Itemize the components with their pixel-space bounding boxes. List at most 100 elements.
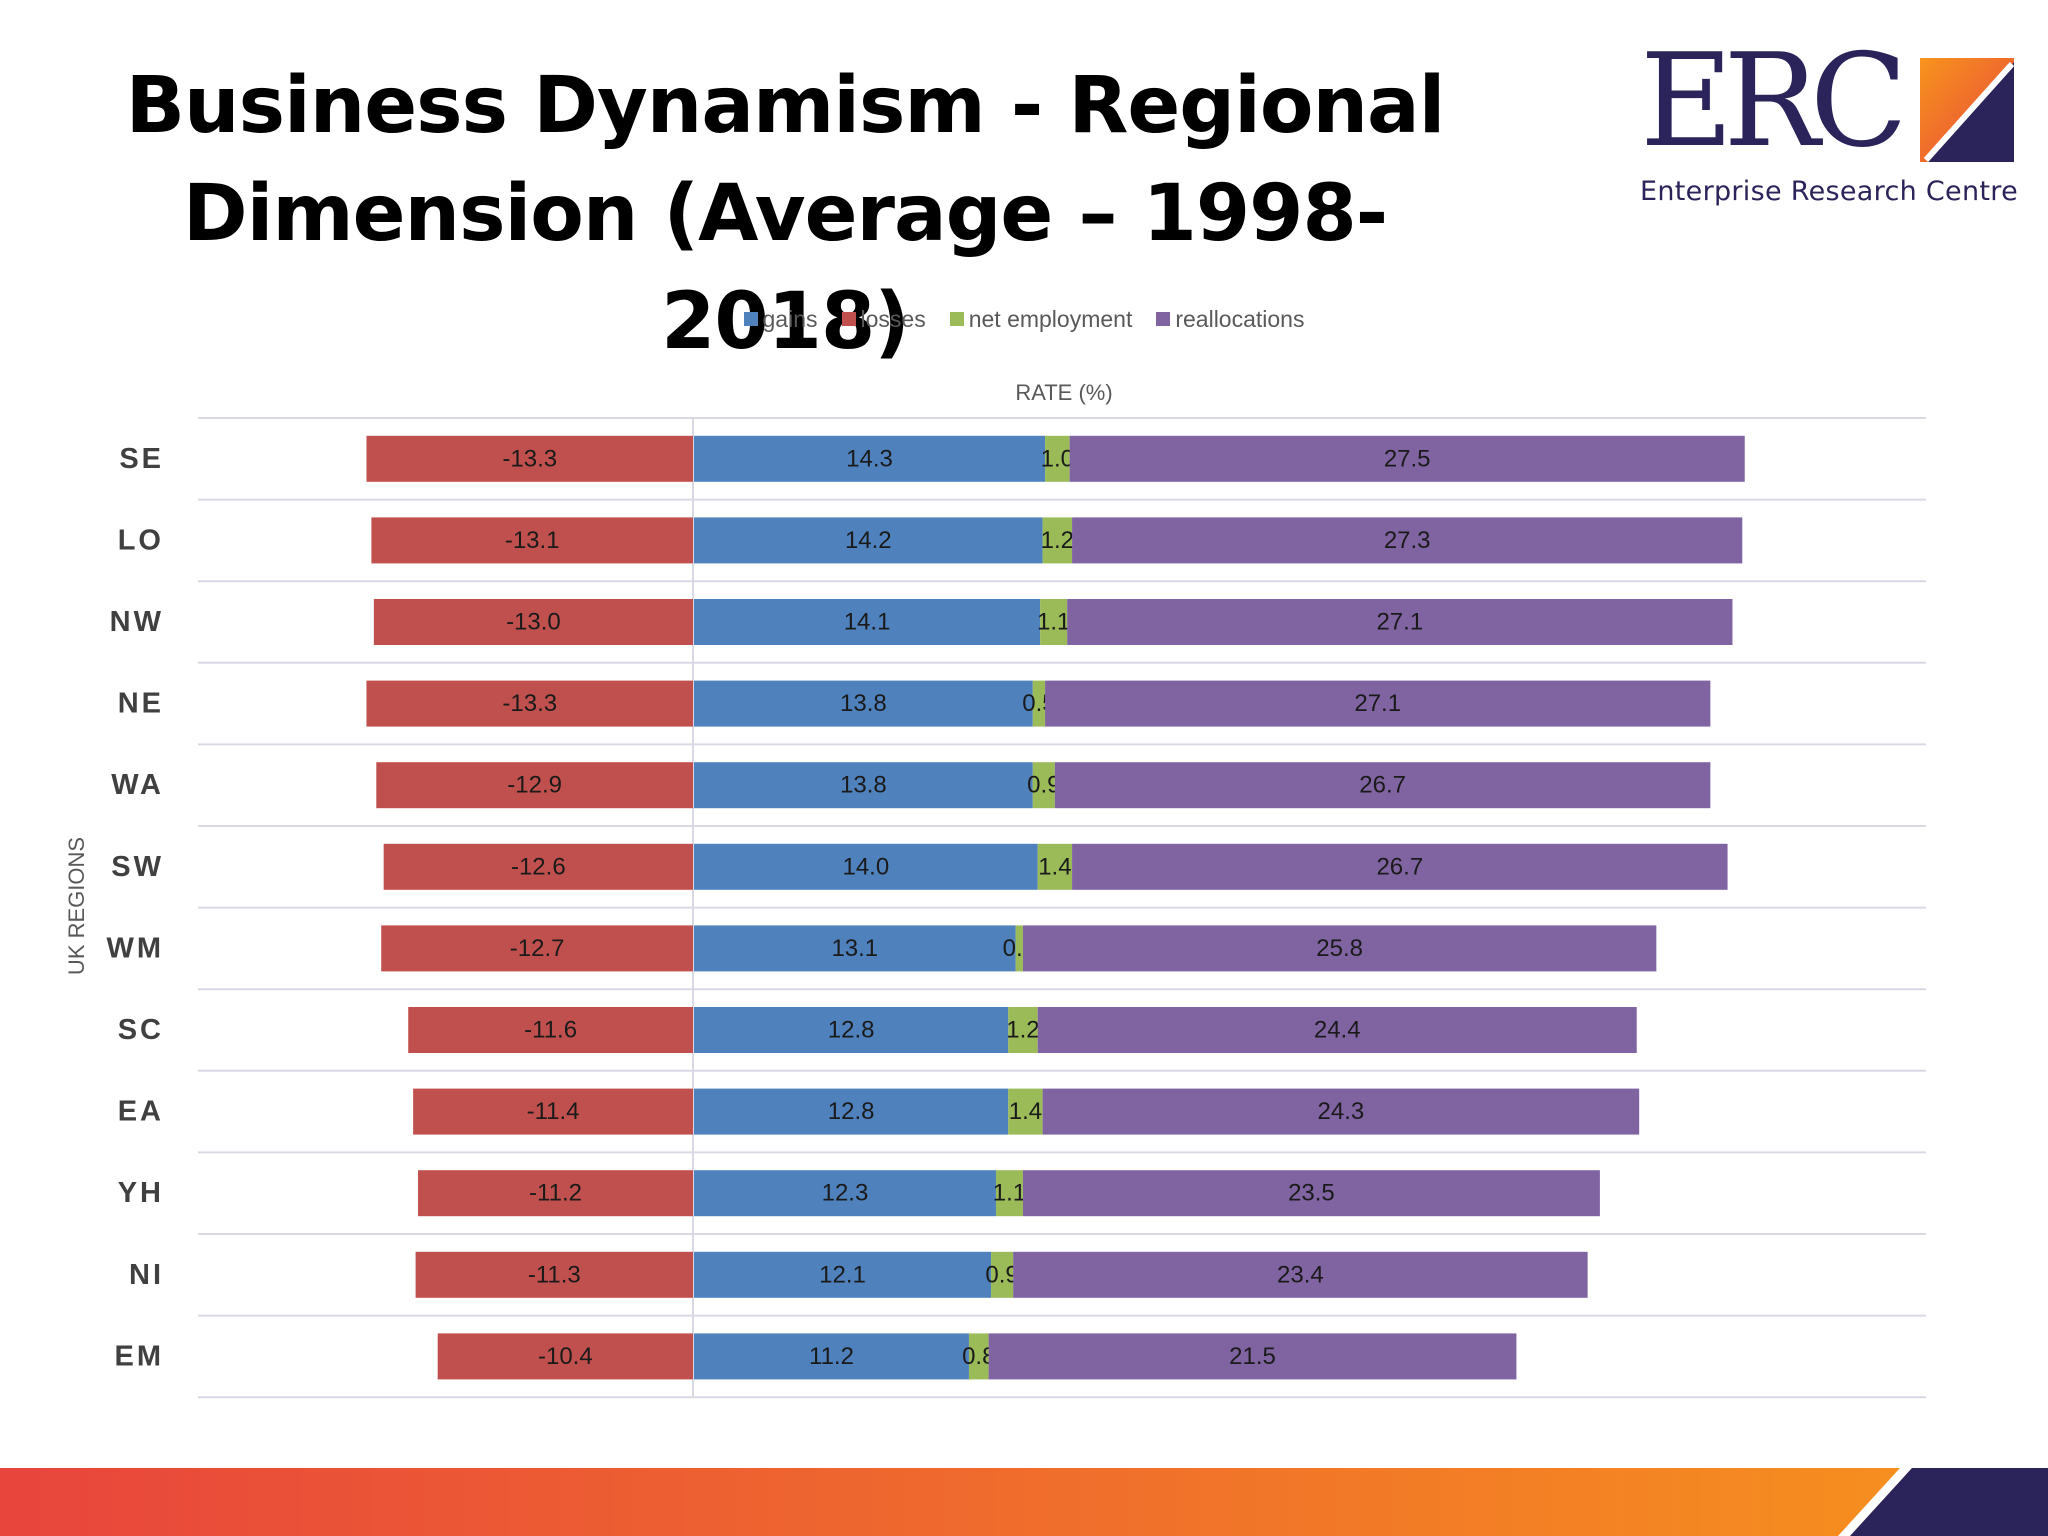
erc-logo-mark	[1920, 58, 2015, 163]
bar-gains-NI	[694, 1251, 992, 1298]
category-label-WM: WM	[106, 932, 164, 964]
chart-legend: gains losses net employment reallocations	[0, 306, 2048, 333]
bar-gains-LO	[694, 517, 1043, 564]
bar-reallocations-LO	[1072, 517, 1743, 564]
bar-losses-WM	[381, 925, 693, 972]
data-label-losses-NI: -11.3	[528, 1261, 581, 1288]
data-label-losses-SW: -12.6	[511, 853, 566, 880]
bar-reallocations-WA	[1054, 762, 1711, 809]
x-axis-title: RATE (%)	[1015, 380, 1112, 405]
slide-title: Business Dynamism - Regional Dimension (…	[100, 52, 1470, 376]
bar-net-employment-SC	[1008, 1007, 1038, 1053]
bar-gains-EM	[694, 1333, 969, 1380]
bar-gains-SW	[694, 843, 1038, 890]
category-label-NI: NI	[129, 1259, 164, 1291]
legend-swatch	[1156, 311, 1171, 326]
data-label-gains-NW: 14.1	[844, 609, 891, 636]
data-label-net-employment-SC: 1.2	[1006, 1017, 1039, 1044]
bar-gains-NW	[694, 599, 1041, 645]
data-label-net-employment-SW: 1.4	[1038, 853, 1071, 880]
data-label-reallocations-SC: 24.4	[1314, 1017, 1361, 1044]
y-axis-title: UK REGIONS	[64, 837, 89, 975]
data-label-net-employment-EA: 1.4	[1009, 1098, 1042, 1125]
legend-item-reallocations: reallocations	[1156, 306, 1304, 333]
data-label-losses-NW: -13.0	[506, 609, 561, 636]
bar-losses-NW	[373, 599, 693, 645]
bar-net-employment-SE	[1045, 435, 1070, 482]
data-label-gains-WA: 13.8	[840, 772, 887, 799]
legend-swatch	[841, 311, 856, 326]
data-label-reallocations-WM: 25.8	[1316, 935, 1363, 962]
footer-white-stripe	[1838, 1468, 1912, 1536]
data-label-gains-EA: 12.8	[828, 1098, 875, 1125]
data-label-losses-SC: -11.6	[524, 1017, 577, 1044]
bar-losses-SC	[408, 1007, 693, 1053]
data-label-reallocations-NE: 27.1	[1354, 690, 1401, 717]
legend-item-losses: losses	[841, 306, 926, 333]
bar-reallocations-NW	[1067, 599, 1733, 645]
data-label-losses-SE: -13.3	[502, 445, 557, 472]
legend-swatch	[743, 311, 758, 326]
bar-reallocations-SC	[1037, 1007, 1637, 1053]
bar-net-employment-NW	[1040, 599, 1068, 645]
category-label-LO: LO	[118, 524, 164, 556]
data-label-net-employment-YH: 1.1	[993, 1180, 1026, 1207]
bar-losses-YH	[418, 1170, 693, 1217]
bar-net-employment-LO	[1042, 517, 1073, 564]
data-label-gains-EM: 11.2	[809, 1343, 854, 1370]
logo-text: ERC	[1640, 27, 1908, 176]
data-label-losses-NE: -13.3	[502, 690, 557, 717]
data-label-gains-SE: 14.3	[846, 445, 893, 472]
bar-gains-NE	[694, 680, 1033, 727]
data-label-reallocations-EA: 24.3	[1318, 1098, 1365, 1125]
bar-gains-SC	[694, 1007, 1009, 1053]
category-label-NE: NE	[118, 688, 164, 720]
bar-net-employment-NE	[1032, 680, 1046, 727]
data-label-reallocations-NI: 23.4	[1277, 1261, 1324, 1288]
data-label-reallocations-SW: 26.7	[1376, 853, 1423, 880]
data-label-gains-SW: 14.0	[842, 853, 889, 880]
data-label-reallocations-SE: 27.5	[1384, 445, 1431, 472]
legend-label: gains	[762, 306, 818, 332]
data-label-reallocations-WA: 26.7	[1359, 772, 1406, 799]
data-label-gains-NE: 13.8	[840, 690, 887, 717]
bar-gains-WA	[694, 762, 1033, 809]
bar-gains-YH	[694, 1170, 996, 1217]
data-label-gains-LO: 14.2	[845, 527, 892, 554]
bar-losses-SE	[366, 435, 693, 482]
category-label-SE: SE	[119, 443, 164, 475]
bar-reallocations-EA	[1042, 1088, 1640, 1135]
stacked-bar-chart: RATE (%) UK REGIONS SE -13.3 14.3 1.0 27.5 LO -1…	[64, 380, 1926, 1399]
data-label-net-employment-LO: 1.2	[1041, 527, 1074, 554]
logo-subtitle: Enterprise Research Centre	[1640, 176, 2018, 207]
data-label-losses-WA: -12.9	[507, 772, 562, 799]
bar-losses-SW	[383, 843, 693, 890]
category-label-SW: SW	[111, 851, 164, 883]
bar-reallocations-SW	[1072, 843, 1728, 890]
legend-item-net-employment: net employment	[949, 306, 1132, 333]
bar-losses-NE	[366, 680, 693, 727]
bar-losses-LO	[371, 517, 693, 564]
bar-reallocations-SE	[1069, 435, 1745, 482]
slide-title-line-2: Dimension (Average – 1998-2018)	[182, 169, 1388, 367]
data-label-losses-EM: -10.4	[538, 1343, 593, 1370]
bar-losses-NI	[415, 1251, 693, 1298]
bar-gains-SE	[694, 435, 1046, 482]
bar-losses-WA	[376, 762, 693, 809]
bar-reallocations-NE	[1045, 680, 1711, 727]
data-label-reallocations-LO: 27.3	[1384, 527, 1431, 554]
category-label-NW: NW	[110, 606, 164, 638]
footer-gradient-bar	[0, 1468, 2048, 1536]
data-label-reallocations-NW: 27.1	[1376, 609, 1423, 636]
data-label-gains-NI: 12.1	[819, 1261, 866, 1288]
data-label-reallocations-EM: 21.5	[1229, 1343, 1276, 1370]
bar-net-employment-EM	[968, 1333, 989, 1380]
slide-title-line-1: Business Dynamism - Regional	[125, 61, 1446, 151]
legend-swatch	[949, 311, 964, 326]
legend-label: losses	[860, 306, 926, 332]
category-label-SC: SC	[118, 1014, 164, 1046]
footer-navy-corner	[1850, 1468, 2048, 1536]
bar-reallocations-EM	[988, 1333, 1517, 1380]
data-label-losses-EA: -11.4	[527, 1098, 580, 1125]
category-label-YH: YH	[118, 1177, 164, 1209]
